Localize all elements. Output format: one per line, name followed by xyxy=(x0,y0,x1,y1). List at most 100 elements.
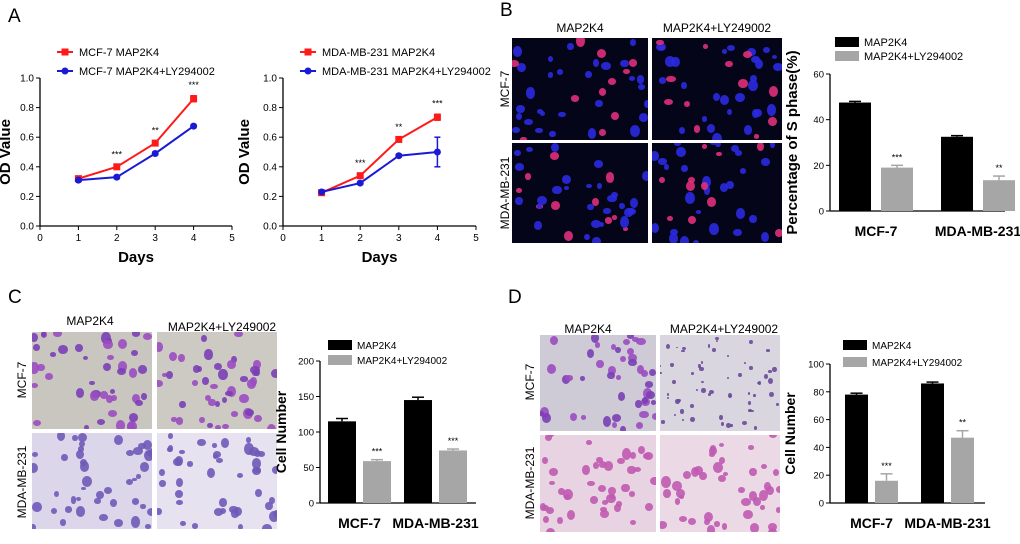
y-tick-label: 1.0 xyxy=(263,74,277,85)
cell-blob xyxy=(773,63,782,72)
cell-blob xyxy=(117,338,128,349)
cell-blob xyxy=(766,486,775,496)
cell-blob xyxy=(605,172,615,183)
cell-blob xyxy=(130,515,141,528)
cell-blob xyxy=(604,217,613,224)
cell-blob xyxy=(691,371,695,376)
cell-blob xyxy=(622,448,632,461)
cell-blob xyxy=(82,355,89,361)
x-tick-label: 2 xyxy=(114,233,120,244)
significance-label: *** xyxy=(355,158,366,168)
cell-blob xyxy=(652,222,659,233)
cell-blob xyxy=(630,197,639,209)
y-tick-label: 80 xyxy=(813,387,824,398)
cell-blob xyxy=(587,480,595,487)
cell-blob xyxy=(680,409,684,414)
cell-blob xyxy=(186,461,194,467)
image-col-label: MAP2K4+LY249002 xyxy=(662,21,772,35)
series-line xyxy=(321,151,438,193)
cell-blob xyxy=(660,520,668,529)
cell-blob xyxy=(628,58,638,67)
cell-blob xyxy=(32,501,42,513)
cell-blob xyxy=(541,412,551,424)
x-tick-label: 4 xyxy=(191,233,197,244)
image-col-label: MAP2K4 xyxy=(66,314,114,328)
cell-blob xyxy=(103,339,113,350)
image-col-label: MAP2K4+LY249002 xyxy=(669,322,779,336)
legend-swatch xyxy=(328,355,352,365)
cell-blob xyxy=(614,346,621,354)
cell-blob xyxy=(664,98,673,105)
cell-blob xyxy=(743,125,753,136)
category-label: MDA-MB-231 xyxy=(935,223,1020,239)
micrograph-c-mda-map2k4 xyxy=(32,433,152,529)
cell-blob xyxy=(660,365,661,367)
cell-blob xyxy=(253,466,262,474)
cell-blob xyxy=(592,58,600,68)
data-point xyxy=(356,172,364,180)
cell-blob xyxy=(253,414,263,423)
cell-blob xyxy=(768,116,777,127)
cell-blob xyxy=(50,508,57,515)
cell-blob xyxy=(699,471,707,481)
cell-blob xyxy=(582,464,590,475)
cell-blob xyxy=(53,332,62,337)
cell-blob xyxy=(644,502,654,512)
cell-blob xyxy=(540,407,549,418)
bar xyxy=(881,167,913,211)
y-tick-label: 40 xyxy=(813,443,824,454)
cell-blob xyxy=(192,364,201,373)
cell-blob xyxy=(132,477,138,482)
cell-blob xyxy=(702,175,712,188)
cell-blob xyxy=(709,223,719,236)
cell-blob xyxy=(167,447,173,452)
cell-blob xyxy=(117,361,128,372)
legend-swatch xyxy=(835,51,859,61)
cell-blob xyxy=(261,524,272,529)
cell-blob xyxy=(663,163,669,170)
cell-blob xyxy=(720,94,729,105)
cell-blob xyxy=(591,220,601,229)
cell-blob xyxy=(239,394,249,403)
cell-blob xyxy=(547,72,554,78)
cell-blob xyxy=(660,419,666,424)
cell-blob xyxy=(166,371,174,380)
cell-blob xyxy=(542,516,550,524)
bar xyxy=(845,394,868,503)
cell-blob xyxy=(595,99,603,108)
cell-blob xyxy=(622,226,628,231)
cell-blob xyxy=(81,476,92,487)
cell-blob xyxy=(230,410,239,417)
cell-blob xyxy=(714,336,720,341)
bar xyxy=(363,461,391,503)
cell-blob xyxy=(525,87,536,100)
cell-blob xyxy=(709,445,717,452)
cell-blob xyxy=(658,176,666,184)
cell-blob xyxy=(748,79,758,92)
cell-blob xyxy=(32,383,38,389)
cell-blob xyxy=(639,410,649,419)
cell-blob xyxy=(721,49,727,55)
cell-blob xyxy=(638,113,648,122)
cell-blob xyxy=(32,462,38,473)
cell-blob xyxy=(707,392,711,396)
cell-blob xyxy=(607,371,615,380)
cell-blob xyxy=(140,504,146,510)
y-tick-label: 0.6 xyxy=(20,133,34,144)
bar xyxy=(328,421,356,503)
cell-blob xyxy=(709,451,715,457)
cell-blob xyxy=(70,496,77,504)
cell-blob xyxy=(675,398,680,405)
cell-blob xyxy=(754,59,763,70)
cell-blob xyxy=(689,416,695,422)
cell-blob xyxy=(157,507,162,515)
cell-blob xyxy=(78,433,88,443)
cell-blob xyxy=(725,180,734,189)
y-tick-label: 60 xyxy=(813,415,824,426)
cell-blob xyxy=(84,424,90,429)
cell-blob xyxy=(623,339,630,346)
cell-blob xyxy=(676,488,686,499)
panel-label-a: A xyxy=(8,6,21,27)
cell-blob xyxy=(516,113,523,121)
cell-blob xyxy=(682,346,687,350)
